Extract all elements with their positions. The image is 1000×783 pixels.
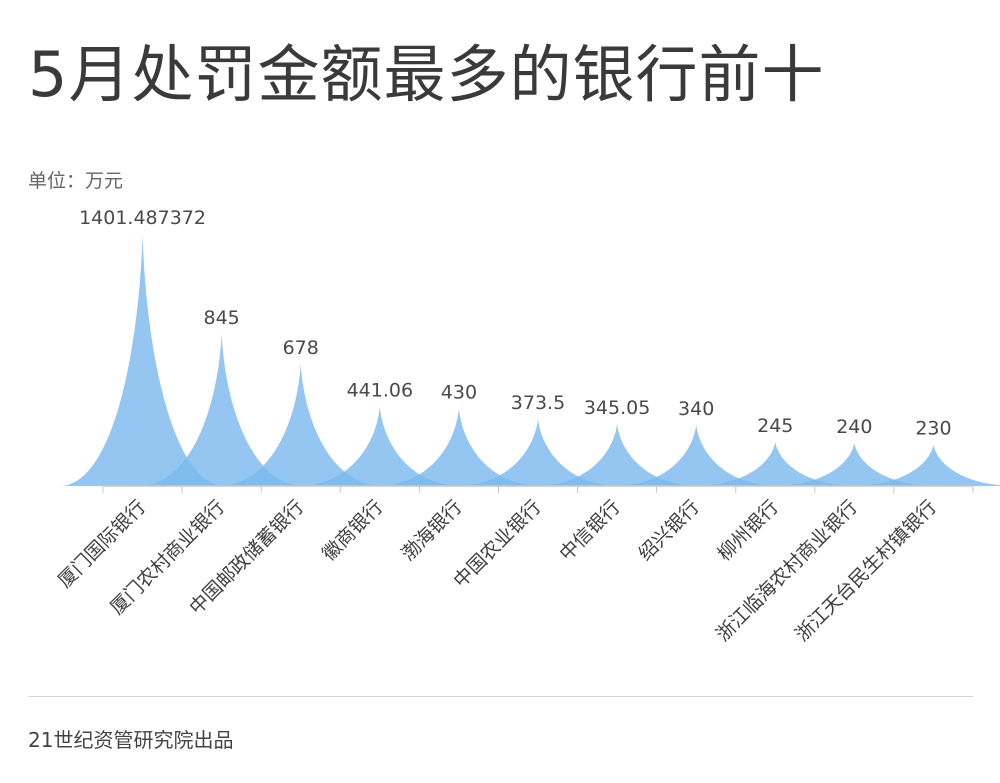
value-label: 430	[441, 382, 477, 404]
category-label: 浙江临海农村商业银行	[712, 496, 862, 646]
peak-area	[296, 406, 463, 486]
category-label: 柳州银行	[714, 496, 783, 565]
peak-area	[138, 334, 305, 486]
value-labels: 1401.487372 845 678 441.06 430 373.5 345.05 340…	[79, 207, 952, 440]
chart-svg: 1401.487372 845 678 441.06 430 373.5 345.05 340…	[54, 207, 1000, 646]
peak-area	[850, 444, 1000, 486]
peak-area	[613, 424, 780, 486]
footer-divider	[28, 696, 973, 697]
peak-area	[59, 234, 226, 486]
peak-area	[375, 408, 542, 486]
peak-areas	[59, 234, 1000, 486]
peak-area	[534, 423, 701, 486]
value-label: 345.05	[584, 397, 650, 419]
peak-area	[217, 364, 384, 486]
unit-label: 单位：万元	[28, 170, 124, 192]
value-label: 845	[204, 307, 240, 329]
value-label: 678	[283, 337, 319, 359]
value-label: 1401.487372	[79, 207, 206, 229]
value-label: 230	[915, 418, 951, 440]
value-label: 240	[836, 416, 872, 438]
value-label: 340	[678, 398, 714, 420]
peak-area	[692, 441, 859, 486]
peak-area	[771, 442, 938, 486]
category-label: 浙江天台民生村镇银行	[791, 496, 941, 646]
value-label: 441.06	[347, 380, 413, 402]
category-label: 渤海银行	[397, 496, 466, 565]
category-label: 徽商银行	[318, 496, 387, 565]
peak-area	[454, 418, 622, 486]
footer-credit: 21世纪资管研究院出品	[28, 728, 234, 752]
chart-title: 5月处罚金额最多的银行前十	[28, 38, 825, 111]
x-axis-ticks	[102, 486, 974, 493]
value-label: 245	[757, 415, 793, 437]
category-label: 中信银行	[555, 496, 624, 565]
value-label: 373.5	[511, 392, 565, 414]
category-label: 绍兴银行	[634, 496, 703, 565]
